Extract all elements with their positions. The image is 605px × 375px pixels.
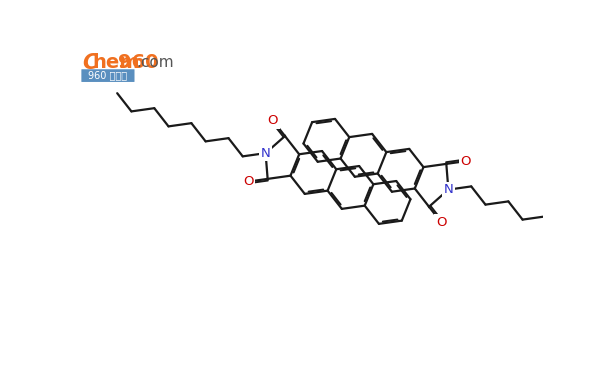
Text: N: N [261,147,270,160]
Text: N: N [443,183,453,196]
Text: O: O [460,154,471,168]
Text: O: O [436,216,446,229]
Text: O: O [460,154,471,168]
Text: O: O [436,216,446,229]
Text: O: O [267,114,278,127]
Text: N: N [443,183,453,196]
Text: O: O [460,154,471,168]
Text: .com: .com [137,55,174,70]
Text: O: O [436,216,446,229]
Text: O: O [460,154,471,168]
Text: hem: hem [93,53,140,72]
Text: O: O [243,175,253,188]
Text: O: O [243,175,253,188]
FancyBboxPatch shape [81,69,134,82]
Text: N: N [443,183,453,196]
Text: 960 化工网: 960 化工网 [88,70,128,81]
Text: O: O [243,175,253,188]
Text: O: O [243,175,253,188]
Text: O: O [267,114,278,127]
Text: O: O [267,114,278,127]
Text: O: O [436,216,446,229]
Text: N: N [261,147,270,160]
Text: N: N [261,147,270,160]
Text: N: N [261,147,270,160]
Text: O: O [267,114,278,127]
Text: C: C [82,53,98,73]
Text: 960: 960 [118,53,159,72]
Text: N: N [443,183,453,196]
